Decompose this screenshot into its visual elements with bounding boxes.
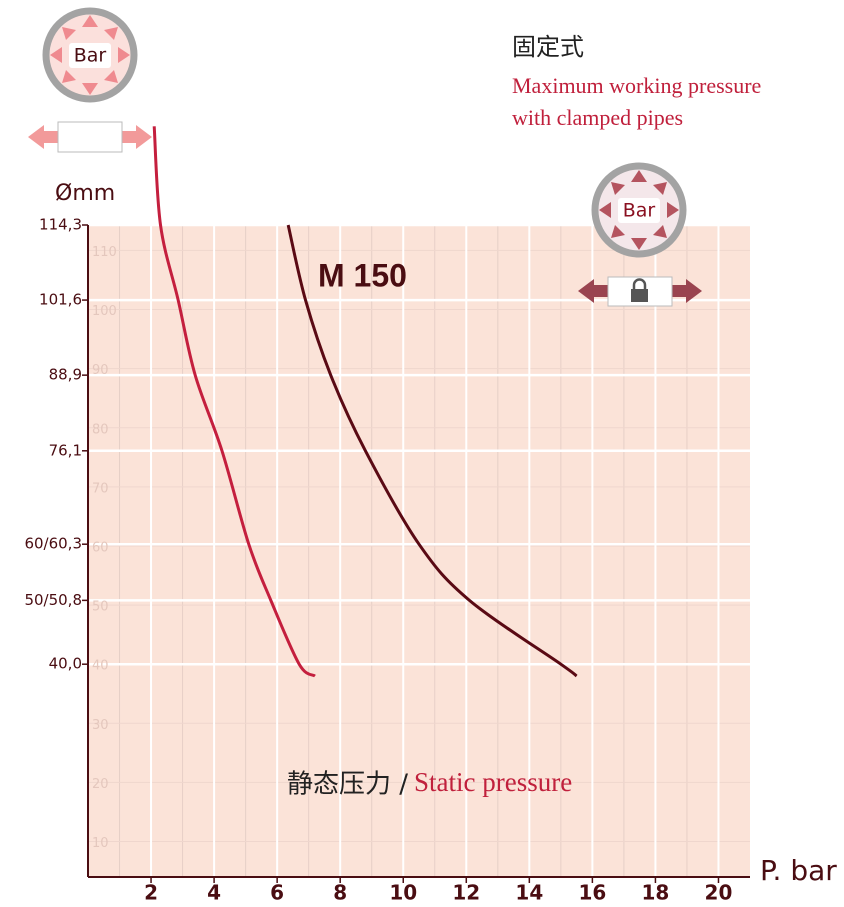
annotation: M 150 <box>318 257 407 293</box>
x-axis-label: P. bar <box>760 854 837 887</box>
grid-tick-label: 60 <box>92 540 109 555</box>
grid-tick-label: 30 <box>92 718 109 733</box>
subtitle: Maximum working pressure <box>512 73 761 98</box>
x-tick-label: 14 <box>515 881 543 905</box>
locked-pipe-icon <box>578 276 702 307</box>
icon-label: Bar <box>74 45 107 67</box>
y-tick-label: 101,6 <box>39 291 82 309</box>
plot-background <box>88 225 750 877</box>
x-tick-label: 8 <box>333 881 347 905</box>
y-tick-label: 40,0 <box>49 655 82 673</box>
y-tick-label: 60/60,3 <box>24 535 82 553</box>
subtitle: with clamped pipes <box>512 105 683 130</box>
annotation: Static pressure <box>414 767 572 797</box>
grid-tick-label: 20 <box>92 777 109 792</box>
grid-tick-label: 70 <box>92 481 109 496</box>
y-axis-label: Ømm <box>55 181 115 206</box>
icon-label: Bar <box>623 200 656 222</box>
pressure-icon: Bar <box>591 162 687 258</box>
grid-tick-label: 100 <box>92 304 117 319</box>
grid-tick-label: 80 <box>92 422 109 437</box>
curve <box>286 224 578 678</box>
y-tick-label: 50/50,8 <box>24 591 82 609</box>
pipe-icon <box>28 121 152 153</box>
x-tick-label: 10 <box>389 881 417 905</box>
x-tick-label: 16 <box>578 881 606 905</box>
grid-tick-label: 40 <box>92 659 109 674</box>
pressure-icon: Bar <box>42 7 138 103</box>
grid-tick-label: 110 <box>92 245 117 260</box>
x-tick-label: 4 <box>207 881 221 905</box>
x-tick-label: 20 <box>705 881 733 905</box>
curve <box>152 126 316 678</box>
x-tick-label: 18 <box>642 881 670 905</box>
x-tick-label: 12 <box>452 881 480 905</box>
x-tick-label: 2 <box>144 881 158 905</box>
grid-tick-label: 50 <box>92 600 109 615</box>
y-tick-label: 76,1 <box>49 441 82 459</box>
x-tick-label: 6 <box>270 881 284 905</box>
y-tick-label: 114,3 <box>39 216 82 234</box>
y-tick-label: 88,9 <box>49 366 82 384</box>
grid-tick-label: 10 <box>92 836 109 851</box>
grid-tick-label: 90 <box>92 363 109 378</box>
annotation: 静态压力 / <box>287 770 408 800</box>
title-cn: 固定式 <box>512 33 584 61</box>
